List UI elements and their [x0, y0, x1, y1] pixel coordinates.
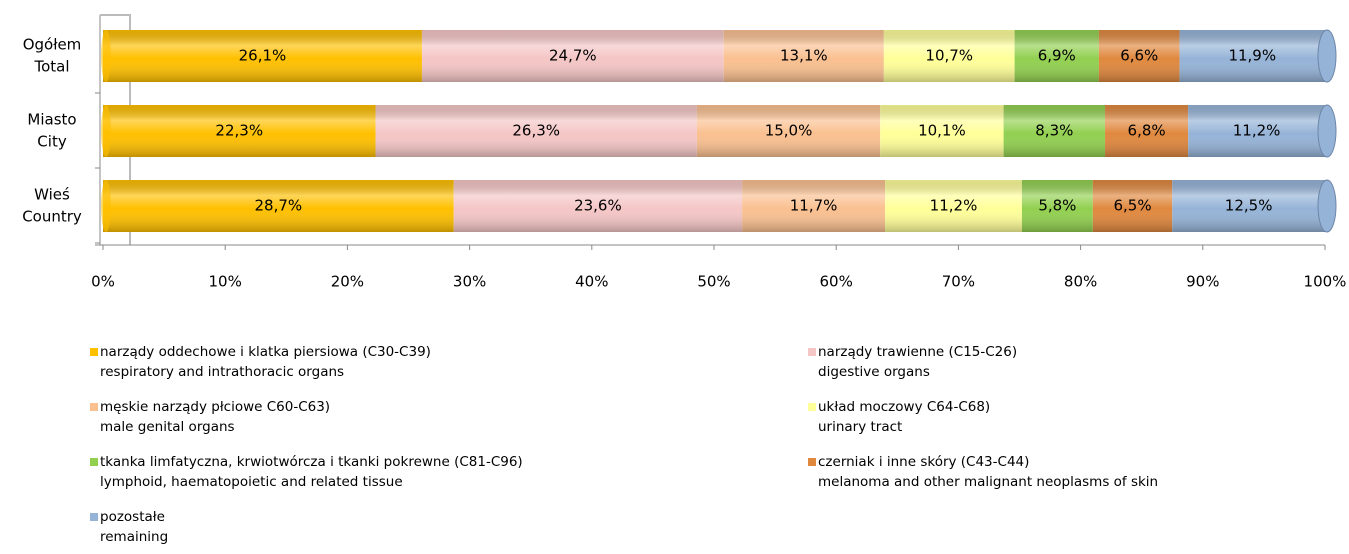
bar-shading: [723, 30, 884, 82]
bar-shading: [883, 30, 1015, 82]
legend-swatch: [808, 458, 816, 466]
bar-cap-start: [101, 105, 111, 157]
bar-shading: [1098, 30, 1180, 82]
bar-shading: [103, 105, 376, 157]
value-label: 10,1%: [918, 122, 966, 140]
y-tick-label: Ogółem: [23, 36, 82, 54]
value-label: 12,5%: [1225, 197, 1273, 215]
value-label: 11,9%: [1228, 47, 1276, 65]
y-tick-label: Country: [22, 208, 82, 226]
bar-shading: [696, 105, 881, 157]
value-label: 26,3%: [512, 122, 560, 140]
bar-shading: [1003, 105, 1106, 157]
value-label: 6,6%: [1120, 47, 1158, 65]
legend-label: respiratory and intrathoracic organs: [100, 364, 344, 380]
bar-shading: [742, 180, 886, 232]
y-tick-label: Total: [33, 58, 69, 76]
legend-swatch: [90, 348, 98, 356]
bar-cap-start: [101, 30, 111, 82]
bar-shading: [1014, 30, 1099, 82]
legend-label: remaining: [100, 529, 168, 545]
bar-shading: [375, 105, 697, 157]
x-tick-label: 80%: [1064, 273, 1097, 291]
legend-label: układ moczowy C64-C68): [818, 399, 990, 415]
y-tick-label: Miasto: [27, 111, 76, 129]
value-label: 5,8%: [1038, 197, 1076, 215]
value-label: 10,7%: [925, 47, 973, 65]
x-tick-label: 40%: [575, 273, 608, 291]
value-label: 11,2%: [1233, 122, 1281, 140]
bar-cap-start: [101, 180, 111, 232]
y-tick-label: City: [37, 133, 67, 151]
x-tick-label: 60%: [820, 273, 853, 291]
legend-swatch: [808, 348, 816, 356]
legend-label: melanoma and other malignant neoplasms o…: [818, 474, 1158, 490]
legend-label: narządy trawienne (C15-C26): [818, 344, 1017, 360]
value-label: 26,1%: [239, 47, 287, 65]
x-tick-label: 90%: [1186, 273, 1219, 291]
value-label: 15,0%: [765, 122, 813, 140]
legend-label: narządy oddechowe i klatka piersiowa (C3…: [100, 344, 431, 360]
bar-shading: [1105, 105, 1189, 157]
legend-label: urinary tract: [818, 419, 902, 435]
value-label: 22,3%: [215, 122, 263, 140]
x-tick-label: 50%: [697, 273, 730, 291]
bar-shading: [453, 180, 743, 232]
bar-shading: [1172, 180, 1325, 232]
bar-shading: [1179, 30, 1325, 82]
value-label: 6,8%: [1128, 122, 1166, 140]
x-tick-label: 10%: [209, 273, 242, 291]
bar-cap: [1317, 29, 1337, 83]
bar-shading: [885, 180, 1022, 232]
x-tick-label: 30%: [453, 273, 486, 291]
y-tick-label: Wieś: [34, 186, 70, 204]
value-label: 11,2%: [930, 197, 978, 215]
legend-label: digestive organs: [818, 364, 930, 380]
x-tick-label: 100%: [1304, 273, 1347, 291]
bar-shading: [880, 105, 1004, 157]
x-tick-label: 20%: [331, 273, 364, 291]
legend-label: czerniak i inne skóry (C43-C44): [818, 454, 1029, 470]
legend-label: lymphoid, haematopoietic and related tis…: [100, 474, 403, 490]
bar-shading: [421, 30, 724, 82]
back-wall: [100, 14, 131, 245]
value-label: 6,9%: [1038, 47, 1076, 65]
legend-label: pozostałe: [100, 509, 165, 525]
legend-swatch: [90, 403, 98, 411]
legend-label: tkanka limfatyczna, krwiotwórcza i tkank…: [100, 454, 523, 470]
bar-cap: [1317, 104, 1337, 158]
bar-shading: [103, 30, 422, 82]
bar-shading: [103, 180, 454, 232]
bar-shading: [1188, 105, 1325, 157]
value-label: 6,5%: [1113, 197, 1151, 215]
bar-shading: [1092, 180, 1173, 232]
value-label: 28,7%: [255, 197, 303, 215]
value-label: 8,3%: [1035, 122, 1073, 140]
value-label: 24,7%: [549, 47, 597, 65]
bar-cap: [1317, 179, 1337, 233]
legend-swatch: [90, 458, 98, 466]
legend-swatch: [808, 403, 816, 411]
x-tick-label: 70%: [942, 273, 975, 291]
legend-swatch: [90, 513, 98, 521]
value-label: 13,1%: [780, 47, 828, 65]
x-tick-label: 0%: [91, 273, 115, 291]
value-label: 11,7%: [790, 197, 838, 215]
bar-shading: [1021, 180, 1093, 232]
legend-label: male genital organs: [100, 419, 235, 435]
value-label: 23,6%: [574, 197, 622, 215]
legend-label: męskie narządy płciowe C60-C63): [100, 399, 330, 415]
